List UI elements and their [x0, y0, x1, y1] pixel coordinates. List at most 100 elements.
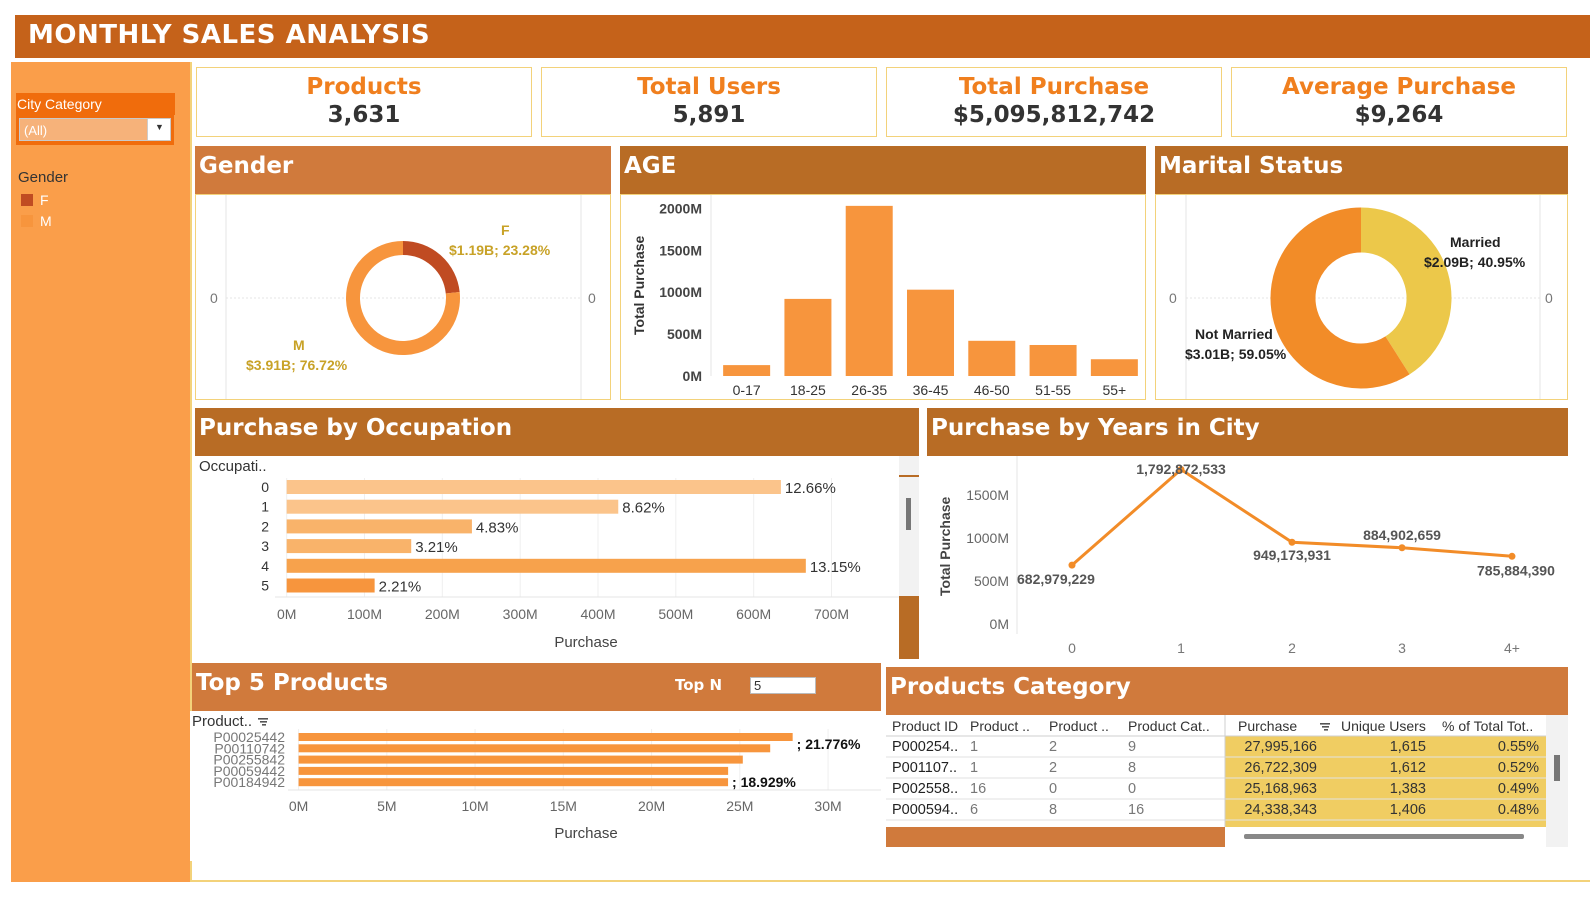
donut-slice-m[interactable]: [346, 241, 460, 355]
occupation-bar[interactable]: [286, 499, 619, 514]
age-bar[interactable]: [723, 365, 771, 376]
x-tick-label: 15M: [550, 798, 577, 814]
x-tick-label: 0-17: [733, 382, 761, 398]
bar-value-label: 12.66%: [785, 480, 836, 497]
age-bar[interactable]: [907, 289, 954, 376]
x-tick-label: 51-55: [1035, 382, 1071, 398]
bar-value-label: 13.15%: [810, 559, 861, 576]
occupation-bar[interactable]: [286, 578, 375, 593]
header-bg: [1225, 715, 1546, 736]
occupation-bar[interactable]: [286, 558, 806, 573]
column-header[interactable]: Product ..: [1049, 718, 1109, 734]
dropdown-button[interactable]: ▼: [147, 119, 170, 140]
line-point[interactable]: [1288, 538, 1296, 546]
table-cell: 2: [1049, 760, 1057, 776]
table-cell: 0.48%: [1498, 802, 1539, 818]
y-tick-label: 0M: [683, 368, 702, 384]
x-tick-label: 26-35: [851, 382, 887, 398]
x-tick-label: 55+: [1102, 382, 1126, 398]
sort-icon[interactable]: [1320, 723, 1330, 731]
city-category-select[interactable]: (All) ▼: [19, 118, 171, 141]
table-cell: P002558..: [892, 781, 958, 797]
line-point[interactable]: [1508, 552, 1516, 560]
top-n-label: Top N: [675, 676, 723, 694]
slice-label-f: $1.19B; 23.28%: [449, 242, 551, 258]
h-scroll-thumb[interactable]: [1244, 834, 1524, 839]
column-header[interactable]: Product ID: [892, 718, 958, 734]
point-value-label: 884,902,659: [1363, 527, 1441, 543]
occupation-bar[interactable]: [286, 539, 412, 554]
row-label: P00110742: [214, 740, 285, 756]
age-bar[interactable]: [784, 298, 832, 376]
column-header[interactable]: Product Cat..: [1128, 718, 1210, 734]
legend-item-f[interactable]: F: [21, 192, 49, 208]
age-bar[interactable]: [1090, 359, 1138, 376]
table-cell: P000594..: [892, 802, 958, 818]
row-axis-title: Occupati..: [199, 458, 267, 475]
table-cell: 0: [1128, 781, 1136, 797]
row-label: P00184942: [213, 774, 285, 790]
table-cell: 16: [970, 781, 986, 797]
scrollbar-thumb[interactable]: [906, 498, 911, 530]
line-point[interactable]: [1177, 466, 1185, 474]
y-axis-label: Total Purchase: [937, 496, 953, 596]
table-cell: 1,383: [1390, 781, 1426, 797]
row-label: 1: [261, 499, 269, 515]
x-tick-label: 500M: [658, 606, 693, 622]
sort-icon[interactable]: [258, 718, 268, 726]
point-value-label: 682,979,229: [1017, 571, 1095, 587]
kpi-value: 3,631: [327, 102, 401, 128]
donut-slice-not-married[interactable]: [1270, 207, 1410, 389]
table-cell: 1: [970, 760, 978, 776]
product-bar[interactable]: [298, 766, 729, 775]
product-bar[interactable]: [298, 755, 743, 764]
top-n-input[interactable]: 5: [750, 677, 816, 694]
table-cell: 0: [1049, 781, 1057, 797]
table-cell: 27,995,166: [1244, 739, 1317, 755]
age-bar[interactable]: [845, 205, 893, 376]
marital-panel-header: Marital Status: [1155, 146, 1568, 194]
table-cell: 1,406: [1390, 802, 1426, 818]
chevron-down-icon: ▼: [155, 122, 164, 132]
occupation-bar[interactable]: [286, 480, 781, 494]
column-header[interactable]: Product ..: [970, 718, 1030, 734]
years-panel-header: Purchase by Years in City: [927, 408, 1568, 456]
table-cell: 25,168,963: [1244, 781, 1317, 797]
column-header[interactable]: Unique Users: [1341, 718, 1426, 734]
legend-item-m[interactable]: M: [21, 213, 52, 229]
marital-donut-chart: 0 0 Married $2.09B; 40.95% Not Married $…: [1169, 195, 1553, 399]
x-axis-label: Purchase: [554, 825, 617, 842]
x-tick-label: 0M: [289, 798, 308, 814]
donut-slice-f[interactable]: [402, 241, 460, 294]
occupation-bar[interactable]: [286, 519, 472, 534]
zero-label: 0: [210, 290, 218, 306]
donut-slice-married[interactable]: [1360, 207, 1452, 375]
slice-name-m: M: [293, 337, 305, 353]
slice-name-not-married: Not Married: [1195, 326, 1273, 342]
x-tick-label: 1: [1177, 640, 1185, 656]
product-bar[interactable]: [298, 733, 793, 741]
table-cell: 16: [1128, 802, 1144, 818]
kpi-title: Total Users: [637, 74, 781, 100]
column-header[interactable]: Purchase: [1238, 718, 1297, 734]
age-bar[interactable]: [1029, 344, 1077, 376]
x-tick-label: 30M: [814, 798, 841, 814]
product-bar[interactable]: [298, 744, 771, 753]
scrollbar-footer: [899, 596, 919, 659]
line-point[interactable]: [1398, 544, 1406, 552]
x-tick-label: 100M: [347, 606, 382, 622]
age-bar[interactable]: [968, 340, 1016, 376]
v-scroll-thumb[interactable]: [1554, 755, 1560, 781]
column-header[interactable]: % of Total Tot..: [1442, 718, 1533, 734]
bar-value-label: 4.83%: [476, 519, 519, 536]
point-value-label: 949,173,931: [1253, 547, 1331, 563]
dashboard-title: MONTHLY SALES ANALYSIS: [28, 20, 431, 50]
occupation-panel-header: Purchase by Occupation: [195, 408, 919, 456]
kpi-products: Products 3,631: [196, 67, 532, 137]
product-bar[interactable]: [298, 778, 729, 787]
row-label: 3: [261, 538, 269, 554]
y-tick-label: 500M: [667, 326, 702, 342]
line-point[interactable]: [1068, 561, 1076, 569]
top5-panel-header: Top 5 Products Top N 5: [192, 663, 881, 711]
kpi-total-users: Total Users 5,891: [541, 67, 877, 137]
